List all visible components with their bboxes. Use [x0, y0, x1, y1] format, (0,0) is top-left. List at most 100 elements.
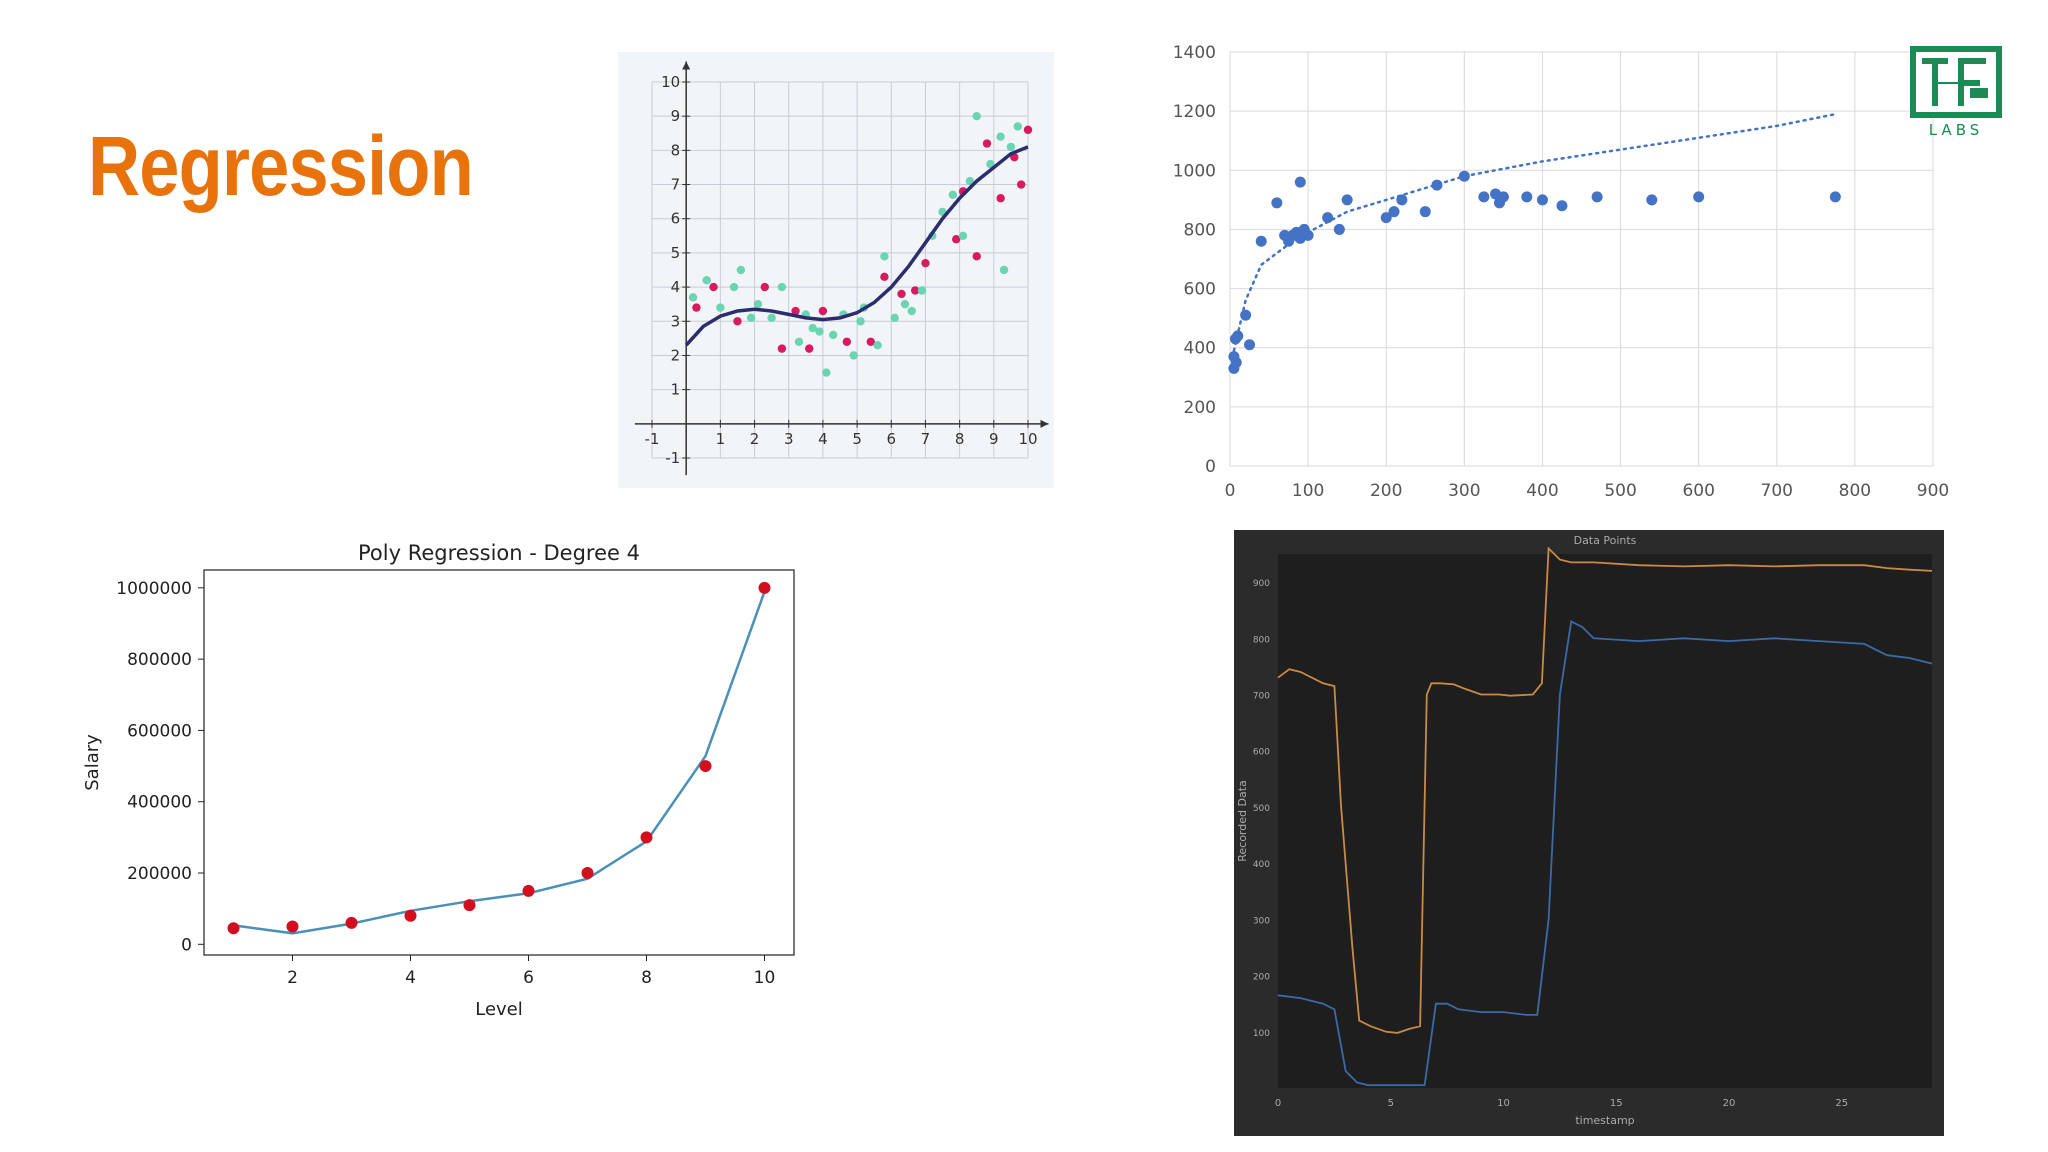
y-tick-label: 8 [671, 141, 681, 159]
x-tick-label: 6 [523, 968, 534, 988]
y-tick-label: 6 [671, 210, 681, 228]
trendline [1232, 112, 1837, 352]
data-point [404, 909, 417, 922]
logo-text: LABS [1929, 121, 1984, 139]
x-tick-label: 600 [1682, 481, 1714, 501]
data-point-series-2 [999, 265, 1009, 275]
data-point-series-2 [965, 176, 975, 186]
x-tick-label: 7 [921, 430, 931, 448]
data-point-series-2 [917, 286, 927, 295]
x-tick-label: 4 [405, 968, 416, 988]
data-point-series-2 [822, 368, 831, 377]
y-tick-label: 800000 [127, 650, 192, 670]
data-point [1271, 197, 1283, 209]
data-point [1255, 235, 1267, 247]
x-tick-label: 400 [1526, 481, 1558, 501]
data-point [1341, 194, 1353, 206]
x-tick-label: 10 [1497, 1098, 1510, 1109]
y-axis-label: Salary [82, 734, 103, 791]
y-tick-label: 200 [1184, 398, 1216, 418]
y-tick-label: 800 [1253, 635, 1270, 645]
data-point [1419, 206, 1431, 218]
data-point-series-2 [880, 252, 889, 261]
data-points-chart: Data Points timestamp Recorded Data 0 5 10 15 2… [1234, 530, 1944, 1136]
data-point [1829, 191, 1841, 203]
y-tick-label: 400 [1184, 339, 1216, 359]
data-point [1232, 330, 1244, 342]
y-tick-label: 1400 [1173, 43, 1216, 63]
x-tick-label: 1 [716, 430, 726, 448]
data-point [227, 922, 240, 935]
data-point [1591, 191, 1603, 203]
data-point-series-2 [746, 313, 756, 323]
y-tick-label: 9 [671, 107, 681, 125]
x-tick-label: 0 [1275, 1098, 1281, 1109]
data-point-series-1 [733, 317, 742, 326]
data-point-series-2 [729, 282, 739, 292]
data-point-series-2 [958, 231, 968, 241]
x-tick-label: 9 [989, 430, 999, 448]
data-point-series-1 [692, 303, 701, 312]
data-point-series-1 [911, 286, 920, 295]
x-tick-label: 15 [1610, 1098, 1623, 1109]
x-tick-label: 500 [1604, 481, 1636, 501]
x-axis-label: Level [475, 999, 523, 1020]
data-point [286, 920, 299, 933]
data-point [1333, 223, 1345, 235]
x-tick-label: 2 [750, 430, 760, 448]
data-point [1244, 339, 1256, 351]
x-tick-label: 700 [1761, 481, 1793, 501]
data-point-series-2 [849, 351, 858, 360]
x-tick-label: 2 [287, 968, 298, 988]
y-tick-label: 1200 [1173, 102, 1216, 122]
y-tick-label: 200000 [127, 864, 192, 884]
plot-area [1278, 554, 1932, 1088]
data-point-series-1 [709, 282, 718, 292]
fit-curve [684, 145, 1029, 347]
data-point [640, 831, 653, 844]
x-tick-label: 900 [1917, 481, 1949, 501]
data-point [1521, 191, 1533, 203]
x-tick-label: 200 [1370, 481, 1402, 501]
data-point-series-2 [986, 159, 995, 169]
x-tick-label: 0 [1225, 481, 1236, 501]
plot-frame [203, 569, 795, 956]
data-point-series-2 [815, 327, 824, 336]
polynomial-fit-scatter-chart: -1 1 2 3 4 5 6 7 8 9 10 -1 1 2 3 4 5 6 7 8 9 10 [618, 52, 1054, 488]
series-line-1 [1277, 546, 1933, 1034]
data-point-series-2 [856, 317, 865, 326]
y-tick-label: 5 [671, 244, 681, 262]
y-tick-label: 500 [1253, 804, 1270, 814]
x-tick-label: 6 [886, 430, 896, 448]
data-point-series-1 [982, 139, 992, 148]
data-point-series-2 [688, 293, 698, 302]
data-point [1302, 229, 1314, 241]
data-point-series-2 [767, 313, 776, 323]
data-point [1322, 212, 1334, 224]
x-tick-label: 5 [852, 430, 862, 448]
y-tick-label: 400000 [127, 793, 192, 813]
data-point-series-2 [702, 276, 711, 285]
data-point-series-1 [791, 306, 800, 316]
data-point-series-1 [996, 194, 1005, 203]
data-point-series-1 [897, 289, 906, 299]
data-point-series-2 [777, 282, 787, 292]
data-point-series-1 [921, 258, 930, 268]
y-tick-label: 700 [1253, 692, 1270, 702]
y-tick-label: 0 [181, 935, 192, 955]
data-point-series-2 [753, 299, 763, 309]
y-tick-label: 2 [671, 346, 681, 364]
data-point-series-2 [996, 132, 1005, 141]
data-point [1556, 200, 1568, 212]
y-tick-label: 100 [1253, 1029, 1270, 1039]
data-point [345, 916, 358, 929]
y-tick-label: 7 [671, 176, 681, 194]
data-point-series-1 [842, 337, 852, 346]
x-tick-label: 3 [784, 430, 794, 448]
data-point-series-2 [907, 306, 916, 316]
y-tick-label: 1000 [1173, 161, 1216, 181]
data-point [1294, 176, 1306, 188]
data-point [758, 581, 771, 594]
x-axis-label: timestamp [1575, 1114, 1634, 1127]
y-tick-label: 400 [1253, 860, 1270, 870]
